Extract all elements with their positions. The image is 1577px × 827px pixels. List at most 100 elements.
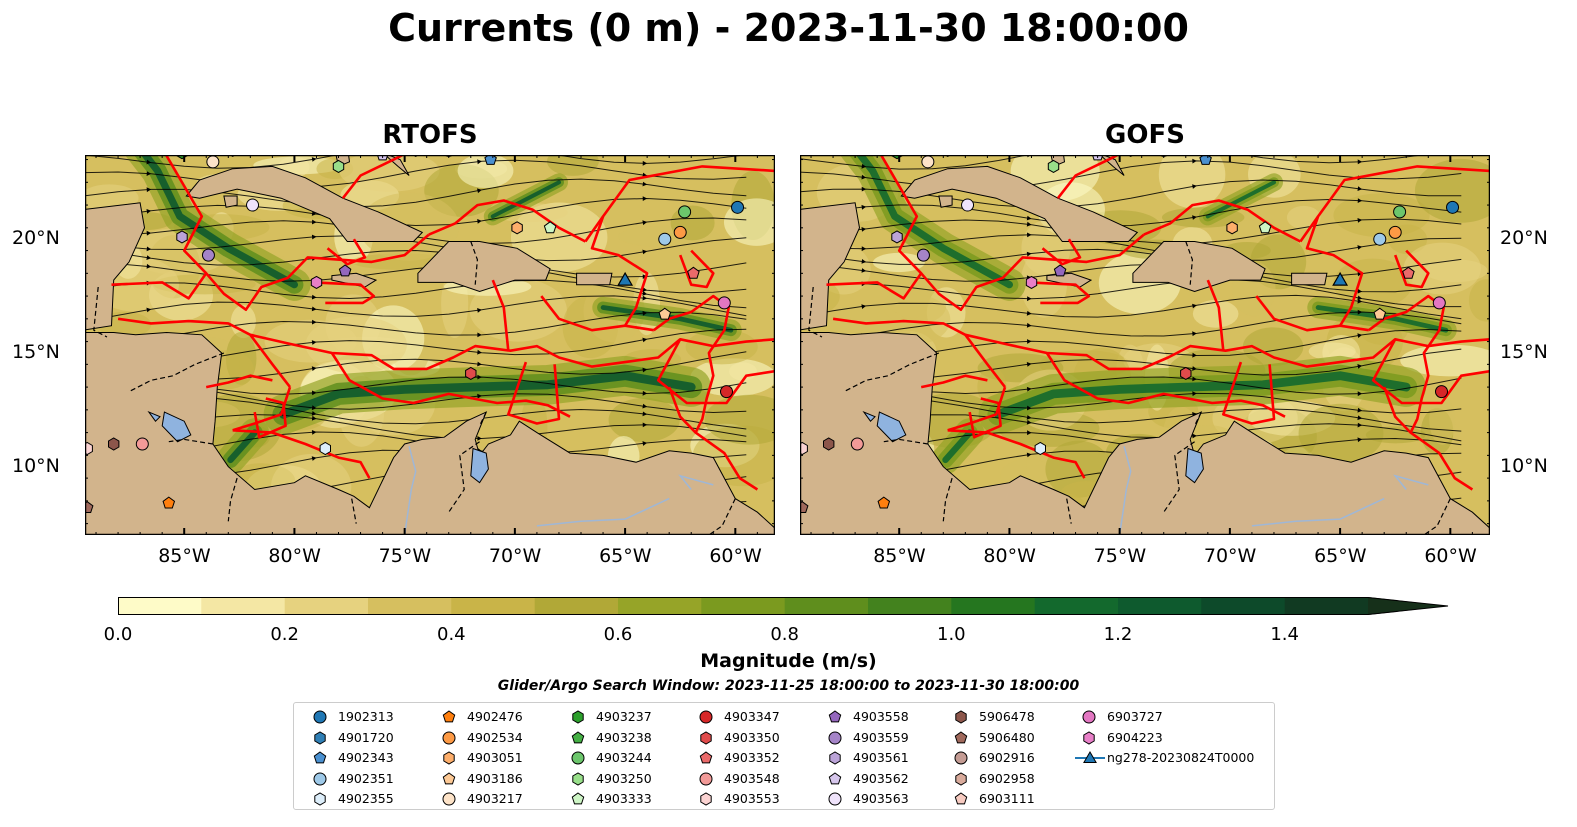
- panel-title-rtofs: RTOFS: [382, 120, 478, 150]
- search-window-caption: Glider/Argo Search Window: 2023-11-25 18…: [497, 678, 1080, 694]
- legend-marker-icon: [571, 730, 585, 743]
- x-tick-label: 75°W: [1093, 545, 1147, 567]
- float-marker-4902343: [1199, 155, 1212, 165]
- legend-label: 6902958: [979, 770, 1035, 786]
- float-marker-4903217: [921, 155, 935, 169]
- legend-label: 4903237: [596, 709, 652, 724]
- float-marker-5906480: [800, 501, 809, 513]
- legend-marker-icon: [313, 710, 327, 724]
- colorbar: [118, 597, 1449, 615]
- legend-label: 6902916: [979, 750, 1035, 766]
- colorbar-tick-label: 0.4: [437, 624, 466, 645]
- y-tick-label-left: 10°N: [12, 454, 60, 477]
- legend-marker-icon: [955, 710, 967, 724]
- legend-marker-icon: [954, 792, 968, 805]
- glider-marker: [617, 271, 634, 286]
- float-marker-4903561: [176, 230, 188, 244]
- x-tick-label: 70°W: [1203, 545, 1257, 567]
- float-marker-4903250: [332, 159, 345, 173]
- legend-label: 4903186: [467, 770, 523, 786]
- x-tick-label: 60°W: [1424, 545, 1477, 567]
- float-marker-4903563: [246, 198, 260, 212]
- legend-marker-icon: [955, 772, 967, 786]
- legend-marker-icon: [313, 751, 327, 764]
- legend-marker-icon: [1082, 710, 1096, 724]
- x-tick-label: 85°W: [158, 545, 211, 567]
- legend-marker-icon: [571, 792, 585, 805]
- colorbar-tick-label: 1.0: [937, 624, 966, 645]
- legend-label: 4903217: [467, 791, 523, 807]
- legend-marker-icon: [314, 731, 326, 745]
- legend-label: 4901720: [338, 729, 394, 745]
- colorbar-segment: [868, 597, 952, 615]
- glider-marker: [1332, 271, 1349, 286]
- float-marker-4903350: [465, 366, 477, 380]
- colorbar-segment: [784, 597, 869, 615]
- float-marker-4903553: [85, 441, 93, 456]
- legend-label: 4903558: [853, 709, 909, 724]
- x-tick-label: 80°W: [268, 545, 321, 567]
- float-marker-4902351: [658, 232, 672, 246]
- legend-label: 4902476: [467, 709, 523, 724]
- legend-marker-icon: [828, 710, 842, 723]
- colorbar-segment: [118, 597, 202, 615]
- x-tick-label: 70°W: [488, 545, 542, 567]
- legend-marker-icon: [1075, 751, 1105, 764]
- legend-label: 4903563: [853, 791, 909, 807]
- legend-marker-icon: [699, 772, 713, 786]
- legend-label: 4902534: [467, 729, 523, 745]
- float-marker-4903051: [1226, 221, 1238, 235]
- colorbar-segment: [368, 597, 452, 615]
- legend-label: 4903562: [853, 770, 909, 786]
- float-marker-4902534: [1388, 225, 1402, 239]
- float-marker-4903347: [1435, 385, 1449, 399]
- float-marker-5906478: [823, 437, 835, 451]
- float-marker-4903333: [1258, 221, 1272, 234]
- legend-marker-icon: [442, 710, 456, 723]
- float-marker-6904223: [1025, 275, 1038, 289]
- legend-label: 4902343: [338, 750, 394, 766]
- legend-label: 4903347: [724, 709, 780, 724]
- legend-label: 6903111: [979, 791, 1035, 807]
- colorbar-segment: [284, 597, 369, 615]
- legend-label: 4903561: [853, 750, 909, 766]
- legend-label: 1902313: [338, 709, 394, 724]
- float-marker-4903244: [678, 205, 692, 219]
- colorbar-segment: [701, 597, 786, 615]
- float-marker-1902313: [1446, 200, 1460, 214]
- legend-label: 4903333: [596, 791, 652, 807]
- legend-label: 4903548: [724, 770, 780, 786]
- legend-marker-icon: [828, 792, 842, 806]
- float-marker-4903559: [201, 248, 215, 262]
- legend: 1902313 4901720 4902343 4902351 4902355 49024…: [293, 702, 1275, 810]
- x-tick-label: 85°W: [873, 545, 926, 567]
- legend-marker-icon: [572, 710, 584, 724]
- legend-marker-icon: [572, 772, 584, 786]
- legend-marker-icon: [954, 751, 968, 765]
- legend-label: 4903352: [724, 750, 780, 766]
- legend-marker-icon: [829, 751, 841, 765]
- colorbar-label: Magnitude (m/s): [700, 650, 877, 672]
- figure-title: Currents (0 m) - 2023-11-30 18:00:00: [388, 6, 1189, 50]
- panel-title-gofs: GOFS: [1105, 120, 1185, 150]
- y-tick-label-left: 15°N: [12, 340, 60, 363]
- colorbar-segment: [1284, 597, 1369, 615]
- legend-marker-icon: [442, 772, 456, 785]
- legend-marker-icon: [700, 792, 712, 806]
- y-tick-label-right: 10°N: [1500, 454, 1548, 477]
- colorbar-segment: [201, 597, 286, 615]
- float-marker-4903350: [1180, 366, 1192, 380]
- float-marker-4903186: [658, 307, 672, 320]
- colorbar-tick-label: 0.0: [103, 624, 133, 645]
- float-marker-4902351: [1373, 232, 1387, 246]
- float-marker-4903563: [961, 198, 975, 212]
- float-marker-4903217: [206, 155, 220, 169]
- colorbar-segment: [1118, 597, 1202, 615]
- legend-marker-icon: [700, 731, 712, 745]
- colorbar-tick-label: 1.2: [1103, 624, 1133, 645]
- legend-label: 6903727: [1107, 709, 1163, 724]
- float-marker-1902313: [731, 200, 745, 214]
- colorbar-tick-label: 0.2: [270, 624, 299, 645]
- float-marker-4903561: [891, 230, 903, 244]
- legend-label: 6904223: [1107, 729, 1163, 745]
